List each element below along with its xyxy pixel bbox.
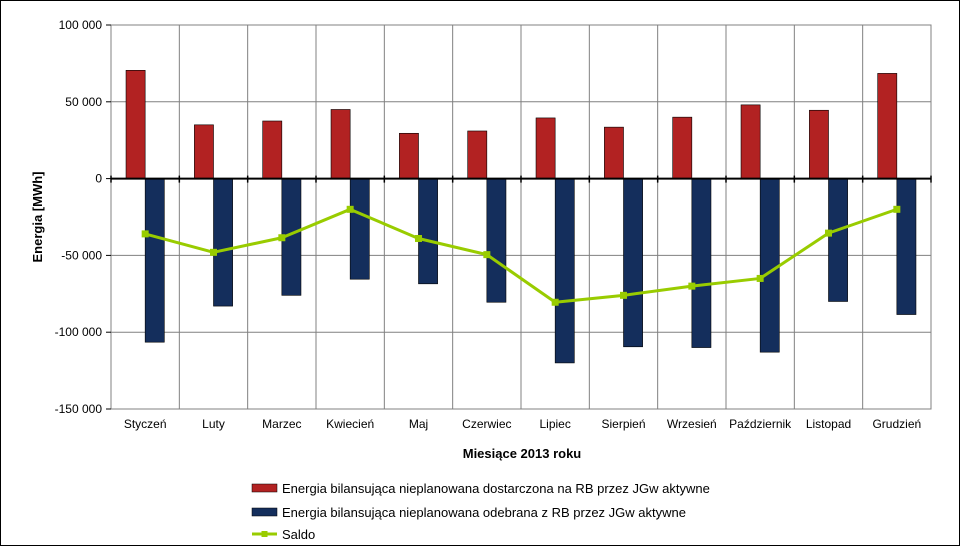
legend-label-supplied: Energia bilansująca nieplanowana dostarc… <box>282 481 710 496</box>
bar-received <box>213 178 233 307</box>
bar-supplied <box>535 117 556 179</box>
saldo-point <box>141 230 149 238</box>
saldo-point <box>620 291 627 299</box>
x-tick-label: Maj <box>409 417 428 431</box>
x-tick-label: Luty <box>202 417 225 431</box>
x-tick-label: Marzec <box>262 417 301 431</box>
bar-supplied <box>399 132 419 179</box>
bar-received <box>418 178 438 285</box>
saldo-point <box>210 248 217 256</box>
saldo-point <box>688 282 696 290</box>
x-tick-label: Październik <box>729 417 792 431</box>
saldo-polyline <box>144 207 898 304</box>
bar-supplied <box>877 73 898 179</box>
bar-supplied <box>194 124 214 179</box>
x-tick-label: Listopad <box>806 417 851 431</box>
bar-received <box>691 178 712 348</box>
saldo-point <box>415 235 422 243</box>
bar-received <box>349 178 370 280</box>
bar-supplied <box>604 126 624 179</box>
legend-marker-saldo <box>261 531 268 537</box>
bar-received <box>828 178 848 302</box>
x-tick-label: Wrzesień <box>667 417 717 431</box>
gridlines <box>110 24 932 410</box>
bar-received <box>759 178 780 353</box>
bar-received <box>623 178 643 348</box>
bar-supplied <box>330 109 351 179</box>
bar-supplied <box>125 70 146 179</box>
bar-received <box>554 178 575 364</box>
bars <box>125 70 917 364</box>
x-axis-ticks: Styczeń Luty Marzec Kwiecień Maj Czerwiec Lipi… <box>124 417 921 431</box>
bar-received <box>486 178 507 303</box>
y-tick-label: 50 000 <box>65 95 102 109</box>
bar-received <box>896 178 917 315</box>
legend: Energia bilansująca nieplanowana dostarc… <box>251 481 710 542</box>
saldo-point <box>346 205 354 213</box>
bar-supplied <box>809 109 829 179</box>
legend-swatch-received <box>251 507 278 517</box>
bar-supplied <box>467 130 488 179</box>
y-tick-label: 100 000 <box>59 18 103 32</box>
saldo-point <box>756 274 764 282</box>
y-tick-label: -150 000 <box>55 402 103 416</box>
legend-label-received: Energia bilansująca nieplanowana odebran… <box>282 505 686 520</box>
saldo-point <box>551 298 559 306</box>
y-tick-label: 0 <box>95 172 102 186</box>
zero-axis <box>110 175 932 183</box>
x-tick-label: Czerwiec <box>462 417 511 431</box>
y-tick-label: -100 000 <box>55 325 103 339</box>
y-axis-ticks: 100 000 50 000 0 -50 000 -100 000 -150 000 <box>55 18 111 416</box>
y-axis-title: Energia [MWh] <box>30 172 45 263</box>
saldo-line <box>141 205 901 306</box>
saldo-point <box>893 205 901 213</box>
legend-label-saldo: Saldo <box>282 527 315 542</box>
x-tick-label: Sierpień <box>601 417 645 431</box>
x-tick-label: Lipiec <box>539 417 570 431</box>
bar-supplied <box>672 116 693 179</box>
bar-supplied <box>262 120 283 179</box>
x-tick-label: Styczeń <box>124 417 167 431</box>
legend-swatch-supplied <box>251 483 278 493</box>
x-tick-label: Kwiecień <box>326 417 374 431</box>
y-tick-label: -50 000 <box>61 248 102 262</box>
saldo-point <box>483 251 491 259</box>
bar-supplied <box>740 104 761 179</box>
bar-received <box>144 178 165 343</box>
x-axis-title: Miesiące 2013 roku <box>463 446 582 461</box>
saldo-point <box>825 229 832 237</box>
saldo-point <box>278 234 286 242</box>
x-tick-label: Grudzień <box>872 417 921 431</box>
